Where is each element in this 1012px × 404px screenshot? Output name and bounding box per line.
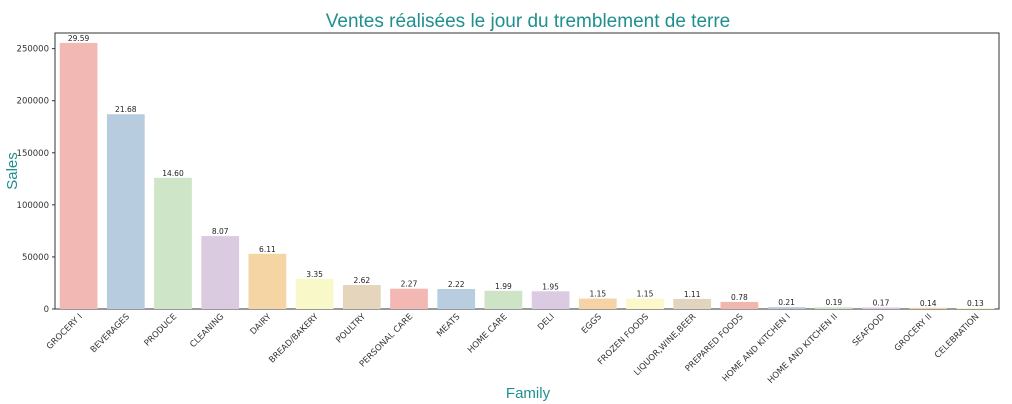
- x-tick-label: EGGS: [580, 312, 604, 336]
- bar: [295, 278, 334, 309]
- data-label: 3.35: [306, 270, 323, 279]
- y-tick-label: 100000: [17, 201, 49, 211]
- x-axis-label: Family: [506, 385, 551, 402]
- bar: [106, 114, 145, 310]
- x-tick-label: DELI: [536, 312, 557, 333]
- y-axis-ticks: 0 50000 100000 150000 200000 250000: [17, 45, 55, 315]
- x-tick-label: POULTRY: [334, 311, 368, 345]
- bar: [720, 301, 759, 309]
- data-label: 14.60: [162, 169, 184, 178]
- bar: [59, 42, 98, 309]
- x-axis-ticks: GROCERY I BEVERAGES PRODUCE CLEANING DAIRYBR…: [45, 311, 982, 385]
- y-tick-label: 200000: [17, 97, 49, 107]
- data-label: 0.17: [873, 298, 890, 307]
- bar: [578, 298, 617, 309]
- x-tick-label: BREAD/BAKERY: [267, 311, 321, 365]
- bar: [956, 307, 995, 309]
- data-label: 0.14: [920, 299, 937, 308]
- data-label: 29.59: [68, 34, 90, 43]
- data-label: 8.07: [212, 227, 229, 236]
- x-tick-label: HOME CARE: [466, 312, 509, 355]
- data-label: 1.11: [684, 290, 701, 299]
- data-label: 0.13: [967, 299, 984, 308]
- y-tick-label: 0: [44, 305, 49, 315]
- data-label: 0.21: [778, 298, 795, 307]
- bar: [814, 307, 853, 309]
- x-tick-label: CELEBRATION: [933, 312, 982, 361]
- bar: [484, 290, 523, 309]
- data-labels: 29.59 21.68 14.60 8.07 6.11 3.35 2.62 2.27 2.22 1…: [68, 34, 984, 308]
- bars: [59, 42, 995, 310]
- data-label: 1.95: [542, 282, 559, 291]
- bar: [862, 307, 900, 309]
- data-label: 21.68: [115, 105, 137, 114]
- y-tick-label: 50000: [22, 253, 49, 263]
- data-label: 1.15: [637, 290, 654, 299]
- x-tick-label: GROCERY I: [45, 312, 85, 352]
- x-tick-label: MEATS: [435, 312, 462, 339]
- bar: [248, 253, 287, 309]
- x-tick-label: BEVERAGES: [89, 312, 132, 355]
- data-label: 1.15: [589, 290, 606, 299]
- data-label: 1.99: [495, 282, 512, 291]
- bar: [390, 288, 428, 309]
- bar: [767, 307, 806, 309]
- x-tick-label: PRODUCE: [142, 312, 179, 349]
- data-label: 2.22: [448, 280, 465, 289]
- data-label: 2.27: [401, 280, 418, 289]
- data-label: 0.19: [825, 298, 842, 307]
- bar: [909, 307, 948, 309]
- bar: [342, 285, 381, 309]
- bar: [437, 289, 476, 309]
- bar: [531, 291, 570, 309]
- x-tick-label: SEAFOOD: [851, 312, 888, 349]
- y-tick-label: 250000: [17, 45, 49, 55]
- plot-frame: [54, 32, 1000, 310]
- x-tick-label: FROZEN FOODS: [596, 312, 651, 367]
- x-tick-label: CLEANING: [188, 312, 226, 350]
- bar: [673, 298, 712, 309]
- x-tick-label: DAIRY: [249, 311, 275, 337]
- x-tick-label: GROCERY II: [893, 312, 935, 354]
- bar: [201, 236, 240, 309]
- data-label: 0.78: [731, 293, 748, 302]
- y-tick-label: 150000: [17, 149, 49, 159]
- chart-title: Ventes réalisées le jour du tremblement …: [326, 11, 731, 32]
- data-label: 6.11: [259, 245, 276, 254]
- data-label: 2.62: [353, 276, 370, 285]
- y-axis-label: Sales: [4, 152, 21, 190]
- bar: [154, 177, 192, 309]
- bar: [626, 298, 664, 309]
